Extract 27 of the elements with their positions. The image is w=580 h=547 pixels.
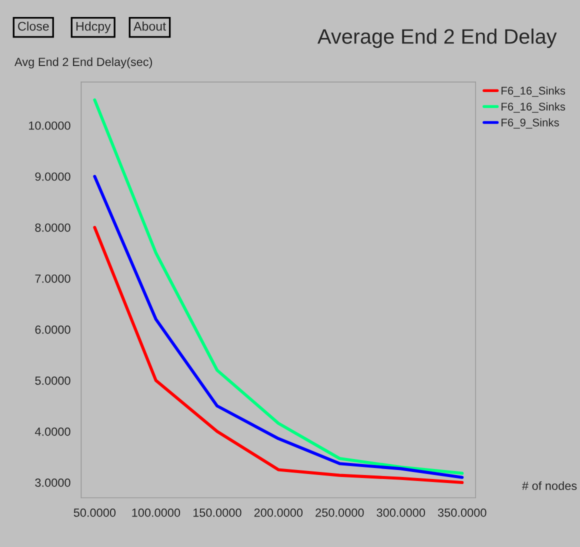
y-tick-label: 3.0000 <box>35 478 70 487</box>
y-tick-label: 8.0000 <box>35 223 70 232</box>
y-tick-label: 7.0000 <box>35 274 70 283</box>
y-tick-label: 6.0000 <box>35 325 70 334</box>
legend-label: F6_16_Sinks <box>502 102 566 113</box>
y-tick-label: 5.0000 <box>35 376 70 385</box>
x-tick-label: 100.0000 <box>132 508 180 517</box>
text: About <box>133 22 166 31</box>
chart-title: Average End 2 End Delay <box>317 28 557 48</box>
x-tick-label: 350.0000 <box>438 508 486 517</box>
x-tick-label: 50.0000 <box>74 508 116 517</box>
x-tick-label: 300.0000 <box>376 508 426 517</box>
line-series <box>93 226 464 484</box>
y-tick-label: 9.0000 <box>35 172 70 181</box>
x-tick-label: 150.0000 <box>193 508 242 517</box>
legend-label: F6_16_Sinks <box>502 86 566 97</box>
text: Close <box>18 22 49 31</box>
y-axis-title: Avg End 2 End Delay(sec) <box>14 57 152 68</box>
line-series <box>93 174 464 479</box>
x-axis-title: # of nodes <box>522 481 577 490</box>
x-tick-label: 250.0000 <box>316 508 364 517</box>
y-tick-label: 4.0000 <box>34 427 70 436</box>
legend-label: F6_9_Sinks <box>502 118 559 129</box>
line-series <box>93 98 464 475</box>
text: Hdcpy <box>76 22 111 34</box>
x-tick-label: 200.0000 <box>254 508 303 517</box>
y-tick-label: 10.0000 <box>29 121 70 130</box>
